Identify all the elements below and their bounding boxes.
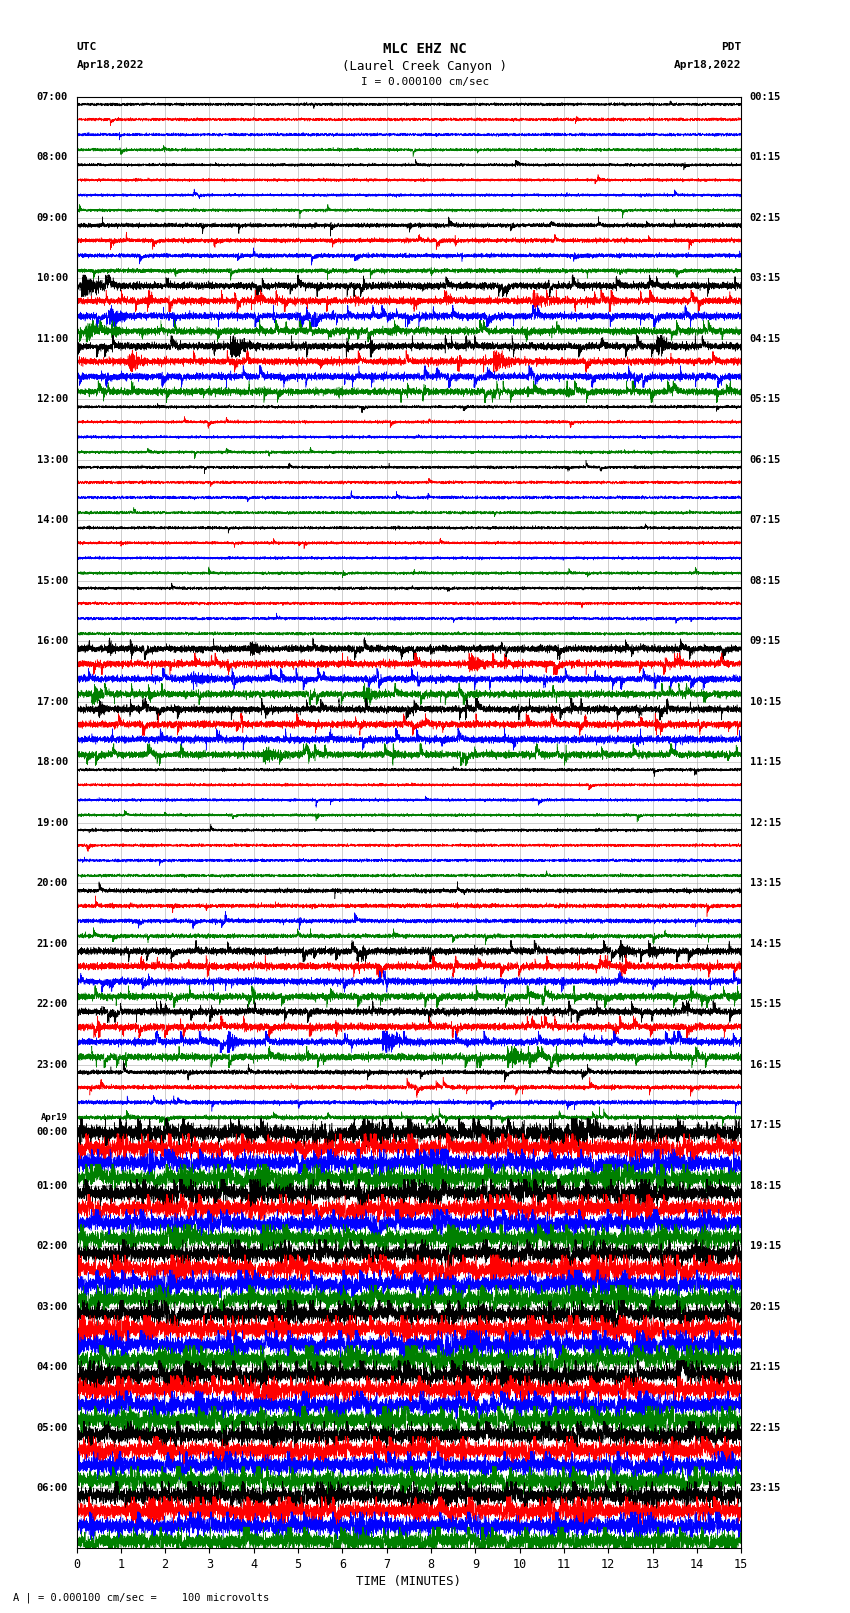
Text: 23:15: 23:15 — [750, 1482, 781, 1494]
Text: 21:00: 21:00 — [37, 939, 68, 948]
Text: 05:00: 05:00 — [37, 1423, 68, 1432]
Text: 18:15: 18:15 — [750, 1181, 781, 1190]
Text: 19:15: 19:15 — [750, 1240, 781, 1252]
Text: Apr18,2022: Apr18,2022 — [76, 60, 144, 69]
Text: 10:00: 10:00 — [37, 273, 68, 284]
Text: 03:15: 03:15 — [750, 273, 781, 284]
Text: 20:00: 20:00 — [37, 877, 68, 889]
Text: 10:15: 10:15 — [750, 697, 781, 706]
Text: 01:15: 01:15 — [750, 152, 781, 163]
Text: 07:00: 07:00 — [37, 92, 68, 102]
Text: A | = 0.000100 cm/sec =    100 microvolts: A | = 0.000100 cm/sec = 100 microvolts — [13, 1592, 269, 1603]
Text: I = 0.000100 cm/sec: I = 0.000100 cm/sec — [361, 77, 489, 87]
Text: 11:00: 11:00 — [37, 334, 68, 344]
Text: 08:15: 08:15 — [750, 576, 781, 586]
Text: 15:15: 15:15 — [750, 998, 781, 1010]
Text: 08:00: 08:00 — [37, 152, 68, 163]
Text: 01:00: 01:00 — [37, 1181, 68, 1190]
Text: PDT: PDT — [721, 42, 741, 52]
Text: 09:15: 09:15 — [750, 636, 781, 647]
Text: MLC EHZ NC: MLC EHZ NC — [383, 42, 467, 56]
Text: (Laurel Creek Canyon ): (Laurel Creek Canyon ) — [343, 60, 507, 73]
X-axis label: TIME (MINUTES): TIME (MINUTES) — [356, 1576, 462, 1589]
Text: 11:15: 11:15 — [750, 756, 781, 768]
Text: 02:00: 02:00 — [37, 1240, 68, 1252]
Text: 15:00: 15:00 — [37, 576, 68, 586]
Text: 13:15: 13:15 — [750, 877, 781, 889]
Text: 23:00: 23:00 — [37, 1060, 68, 1069]
Text: 09:00: 09:00 — [37, 213, 68, 223]
Text: 04:00: 04:00 — [37, 1361, 68, 1373]
Text: 12:00: 12:00 — [37, 394, 68, 405]
Text: 16:15: 16:15 — [750, 1060, 781, 1069]
Text: 22:15: 22:15 — [750, 1423, 781, 1432]
Text: 14:00: 14:00 — [37, 515, 68, 526]
Text: 21:15: 21:15 — [750, 1361, 781, 1373]
Text: 06:15: 06:15 — [750, 455, 781, 465]
Text: 02:15: 02:15 — [750, 213, 781, 223]
Text: 06:00: 06:00 — [37, 1482, 68, 1494]
Text: 20:15: 20:15 — [750, 1302, 781, 1311]
Text: 12:15: 12:15 — [750, 818, 781, 827]
Text: 03:00: 03:00 — [37, 1302, 68, 1311]
Text: Apr18,2022: Apr18,2022 — [674, 60, 741, 69]
Text: 16:00: 16:00 — [37, 636, 68, 647]
Text: 17:15: 17:15 — [750, 1119, 781, 1131]
Text: 00:15: 00:15 — [750, 92, 781, 102]
Text: 04:15: 04:15 — [750, 334, 781, 344]
Text: 05:15: 05:15 — [750, 394, 781, 405]
Text: 22:00: 22:00 — [37, 998, 68, 1010]
Text: 13:00: 13:00 — [37, 455, 68, 465]
Text: 14:15: 14:15 — [750, 939, 781, 948]
Text: 19:00: 19:00 — [37, 818, 68, 827]
Text: UTC: UTC — [76, 42, 97, 52]
Text: 07:15: 07:15 — [750, 515, 781, 526]
Text: 00:00: 00:00 — [37, 1126, 68, 1137]
Text: Apr19: Apr19 — [41, 1113, 68, 1123]
Text: 17:00: 17:00 — [37, 697, 68, 706]
Text: 18:00: 18:00 — [37, 756, 68, 768]
